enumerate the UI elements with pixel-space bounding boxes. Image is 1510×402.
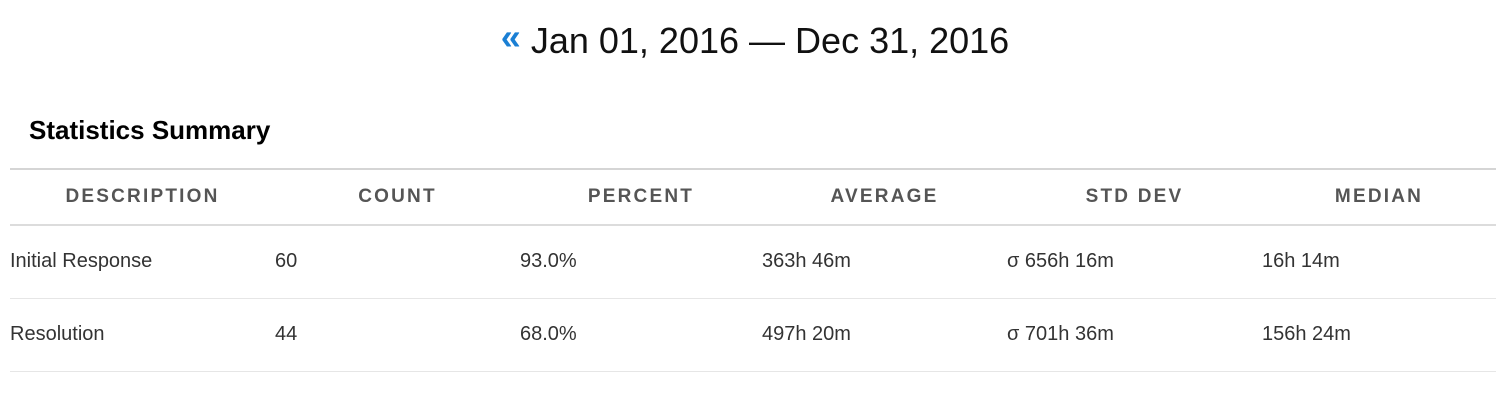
column-header-description: DESCRIPTION xyxy=(65,186,220,207)
column-header-average: AVERAGE xyxy=(830,186,939,207)
column-header-count: COUNT xyxy=(358,186,437,207)
table-row: Initial Response 60 93.0% 363h 46m σ 656… xyxy=(10,225,1496,298)
cell-description: Initial Response xyxy=(10,250,153,273)
cell-std-dev: σ 701h 36m xyxy=(1007,323,1114,345)
cell-median: 16h 14m xyxy=(1262,250,1340,273)
cell-percent: 68.0% xyxy=(520,323,577,345)
date-range-end: Dec 31, 2016 xyxy=(795,20,1010,61)
cell-std-dev: σ 656h 16m xyxy=(1007,250,1114,273)
date-range-separator: — xyxy=(749,20,786,61)
statistics-table: DESCRIPTION COUNT PERCENT AVERAGE STD DE… xyxy=(10,168,1496,372)
cell-count: 44 xyxy=(275,323,298,345)
table-header-row: DESCRIPTION COUNT PERCENT AVERAGE STD DE… xyxy=(10,169,1496,225)
column-header-percent: PERCENT xyxy=(587,186,695,207)
column-header-std-dev: STD DEV xyxy=(1085,186,1184,207)
table-row: Resolution 44 68.0% 497h 20m σ 701h 36m … xyxy=(10,298,1496,371)
cell-average: 497h 20m xyxy=(762,323,851,345)
column-header-median: MEDIAN xyxy=(1334,186,1424,207)
cell-median: 156h 24m xyxy=(1262,323,1351,345)
cell-count: 60 xyxy=(275,250,298,273)
cell-average: 363h 46m xyxy=(762,250,851,273)
section-title: Statistics Summary xyxy=(29,115,271,145)
cell-description: Resolution xyxy=(10,323,105,345)
double-chevron-left-icon[interactable]: « xyxy=(500,16,521,57)
date-range-start: Jan 01, 2016 xyxy=(530,20,740,61)
date-range-header: «Jan 01, 2016 — Dec 31, 2016 xyxy=(0,16,1510,64)
cell-percent: 93.0% xyxy=(520,250,577,273)
